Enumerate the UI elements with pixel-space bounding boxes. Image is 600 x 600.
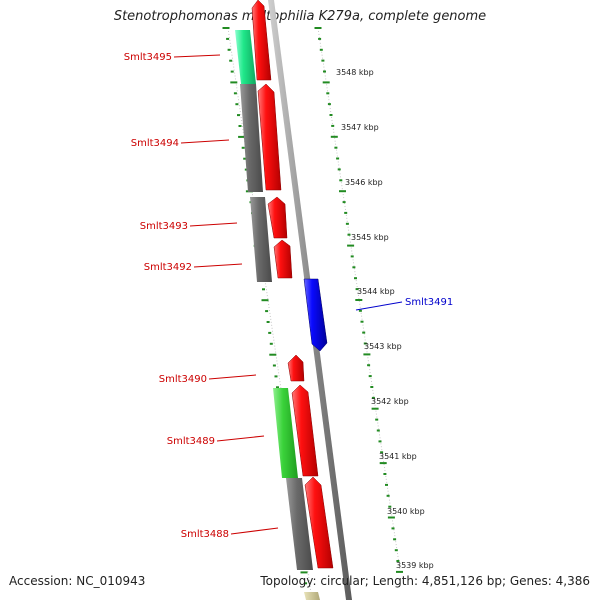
leader-line-smlt3492 xyxy=(193,263,243,268)
kbp-label-3539: 3539 kbp xyxy=(396,561,434,570)
leader-line-smlt3488 xyxy=(230,527,279,535)
feature-gray-smlt3488 xyxy=(286,478,313,570)
gene-label-smlt3494[interactable]: Smlt3494 xyxy=(131,138,179,149)
gene-label-smlt3489[interactable]: Smlt3489 xyxy=(167,436,215,447)
leader-line-smlt3489 xyxy=(216,435,265,442)
cds-arrow-smlt3493 xyxy=(267,196,288,239)
leader-line-smlt3494 xyxy=(180,139,230,144)
feature-gray-smlt3493-3492 xyxy=(250,197,272,282)
feature-teal-smlt3495 xyxy=(235,30,256,84)
cds-arrow-smlt3489 xyxy=(291,384,319,477)
outer-guide-line xyxy=(317,27,401,571)
kbp-label-3547: 3547 kbp xyxy=(341,123,379,132)
cds-arrow-smlt3495 xyxy=(251,0,272,81)
topology-text: Topology: circular; Length: 4,851,126 bp… xyxy=(260,574,590,588)
feature-green-smlt3489 xyxy=(273,388,298,478)
gene-label-smlt3491[interactable]: Smlt3491 xyxy=(405,297,453,308)
cds-arrow-smlt3491 xyxy=(303,278,328,352)
outer-tick-marks xyxy=(314,27,403,573)
accession-text: Accession: NC_010943 xyxy=(9,574,146,588)
kbp-label-3548: 3548 kbp xyxy=(336,68,374,77)
kbp-label-3544: 3544 kbp xyxy=(357,287,395,296)
gene-label-smlt3493[interactable]: Smlt3493 xyxy=(140,221,188,232)
kbp-label-3543: 3543 kbp xyxy=(364,342,402,351)
kbp-label-3545: 3545 kbp xyxy=(351,233,389,242)
feature-gray-smlt3494 xyxy=(240,84,263,192)
inner-guide-line xyxy=(227,27,313,600)
cds-arrow-smlt3490 xyxy=(287,354,305,382)
cds-arrow-smlt3488 xyxy=(304,476,334,569)
feature-khaki-partial xyxy=(304,592,320,600)
cds-arrow-smlt3494 xyxy=(257,83,282,191)
leader-line-smlt3493 xyxy=(189,222,238,227)
leader-line-smlt3491 xyxy=(355,301,403,311)
leader-line-smlt3495 xyxy=(173,54,221,58)
leader-line-smlt3490 xyxy=(208,374,257,380)
kbp-label-3546: 3546 kbp xyxy=(345,178,383,187)
gene-label-smlt3488[interactable]: Smlt3488 xyxy=(181,529,229,540)
kbp-label-3540: 3540 kbp xyxy=(387,507,425,516)
kbp-label-3541: 3541 kbp xyxy=(379,452,417,461)
gene-label-smlt3490[interactable]: Smlt3490 xyxy=(159,374,207,385)
cds-arrow-smlt3492 xyxy=(273,239,293,279)
gene-label-smlt3492[interactable]: Smlt3492 xyxy=(144,262,192,273)
kbp-label-3542: 3542 kbp xyxy=(371,397,409,406)
map-title: Stenotrophomonas maltophilia K279a, comp… xyxy=(113,9,487,24)
gene-label-smlt3495[interactable]: Smlt3495 xyxy=(124,52,172,63)
